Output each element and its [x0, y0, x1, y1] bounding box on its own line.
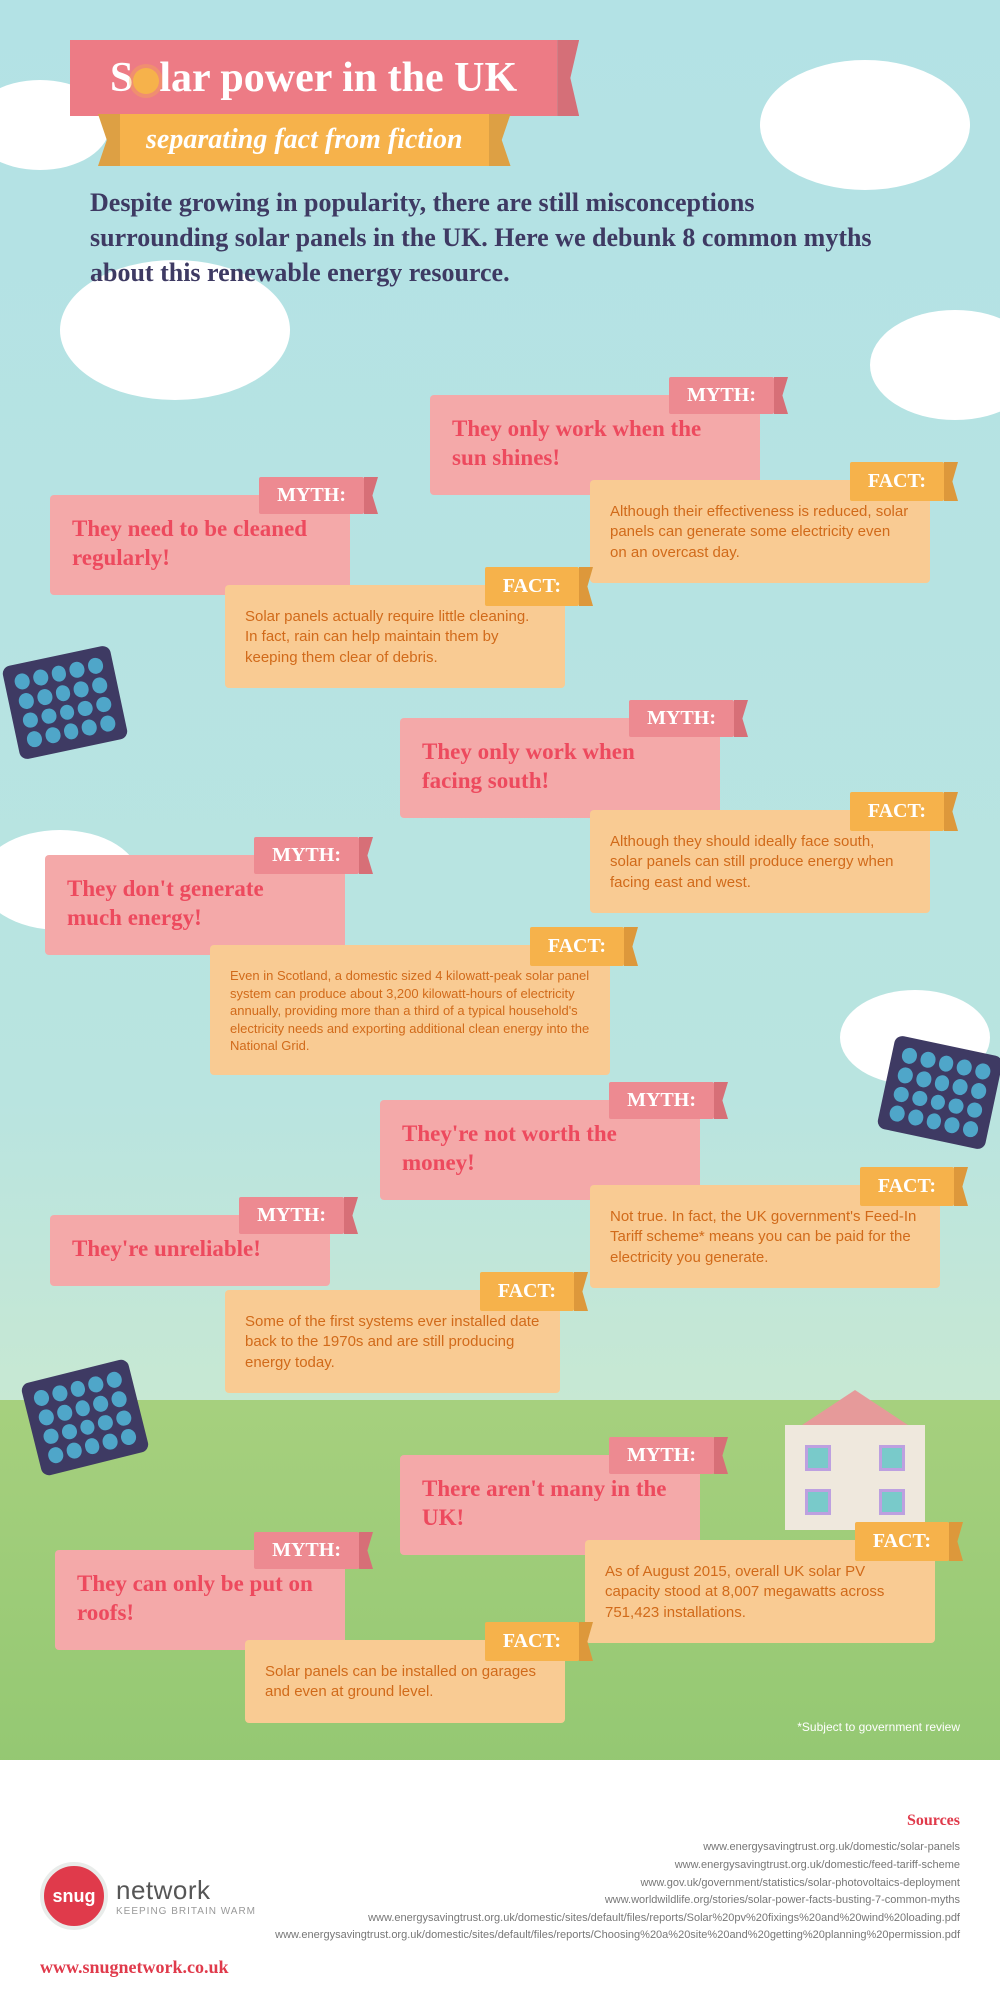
myth-block: MYTH: They need to be cleaned regularly! [50, 495, 350, 595]
fact-block: FACT: Solar panels actually require litt… [225, 585, 565, 688]
logo-badge: snug [40, 1862, 108, 1930]
fact-text: Although they should ideally face south,… [610, 832, 910, 893]
source-line: www.energysavingtrust.org.uk/domestic/si… [275, 1910, 960, 1928]
brand-logo: snug network KEEPING BRITAIN WARM [40, 1862, 256, 1930]
myth-text: They're not worth the money! [402, 1120, 678, 1178]
fact-block: FACT: Although their effectiveness is re… [590, 480, 930, 583]
source-line: www.worldwildlife.org/stories/solar-powe… [275, 1892, 960, 1910]
fact-label: FACT: [480, 1272, 574, 1311]
infographic: Slar power in the UK separating fact fro… [0, 0, 1000, 2000]
myth-text: They don't generate much energy! [67, 875, 323, 933]
source-line: www.energysavingtrust.org.uk/domestic/so… [275, 1839, 960, 1857]
subtitle-ribbon: separating fact from fiction [120, 114, 489, 166]
fact-label: FACT: [485, 567, 579, 606]
myth-label: MYTH: [669, 377, 774, 414]
myth-block: MYTH: They're unreliable! [50, 1215, 330, 1286]
myth-text: They need to be cleaned regularly! [72, 515, 328, 573]
fact-text: Even in Scotland, a domestic sized 4 kil… [230, 967, 590, 1055]
myth-label: MYTH: [254, 837, 359, 874]
fact-text: Solar panels actually require little cle… [245, 607, 545, 668]
logo-text: network [116, 1875, 211, 1905]
myth-text: They only work when facing south! [422, 738, 698, 796]
intro-text: Despite growing in popularity, there are… [90, 185, 880, 290]
fact-block: FACT: As of August 2015, overall UK sola… [585, 1540, 935, 1643]
logo-tagline: KEEPING BRITAIN WARM [116, 1906, 256, 1917]
fact-block: FACT: Although they should ideally face … [590, 810, 930, 913]
myth-block: MYTH: They only work when facing south! [400, 718, 720, 818]
fact-label: FACT: [850, 792, 944, 831]
myth-text: They're unreliable! [72, 1235, 308, 1264]
cloud-decoration [760, 60, 970, 190]
panel-cells [888, 1046, 992, 1138]
title-pre: S [110, 55, 133, 101]
myth-label: MYTH: [629, 700, 734, 737]
myth-text: They can only be put on roofs! [77, 1570, 323, 1628]
sources-header: Sources [275, 1808, 960, 1834]
fact-text: Some of the first systems ever installed… [245, 1312, 540, 1373]
source-line: www.energysavingtrust.org.uk/domestic/si… [275, 1927, 960, 1945]
fact-block: FACT: Solar panels can be installed on g… [245, 1640, 565, 1723]
title-ribbon: Slar power in the UK [70, 40, 557, 116]
source-line: www.energysavingtrust.org.uk/domestic/fe… [275, 1857, 960, 1875]
myth-block: MYTH: They don't generate much energy! [45, 855, 345, 955]
fact-label: FACT: [485, 1622, 579, 1661]
fact-text: Not true. In fact, the UK government's F… [610, 1207, 920, 1268]
fact-block: FACT: Some of the first systems ever ins… [225, 1290, 560, 1393]
fact-block: FACT: Not true. In fact, the UK governme… [590, 1185, 940, 1288]
source-line: www.gov.uk/government/statistics/solar-p… [275, 1875, 960, 1893]
myth-text: There aren't many in the UK! [422, 1475, 678, 1533]
sun-icon [133, 68, 159, 94]
sources: Sources www.energysavingtrust.org.uk/dom… [275, 1808, 960, 1945]
fact-label: FACT: [855, 1522, 949, 1561]
myth-text: They only work when the sun shines! [452, 415, 738, 473]
title-post: lar power in the UK [159, 55, 517, 101]
myth-label: MYTH: [609, 1437, 714, 1474]
myth-label: MYTH: [609, 1082, 714, 1119]
panel-cells [13, 656, 117, 748]
myth-label: MYTH: [254, 1532, 359, 1569]
panel-cells [32, 1370, 137, 1465]
house-icon [770, 1370, 940, 1530]
myth-label: MYTH: [259, 477, 364, 514]
fact-label: FACT: [850, 462, 944, 501]
fact-text: Although their effectiveness is reduced,… [610, 502, 910, 563]
myth-block: MYTH: They can only be put on roofs! [55, 1550, 345, 1650]
fact-block: FACT: Even in Scotland, a domestic sized… [210, 945, 610, 1075]
fact-label: FACT: [860, 1167, 954, 1206]
myth-label: MYTH: [239, 1197, 344, 1234]
footnote: *Subject to government review [797, 1720, 960, 1734]
fact-text: As of August 2015, overall UK solar PV c… [605, 1562, 915, 1623]
fact-text: Solar panels can be installed on garages… [265, 1662, 545, 1703]
brand-url: www.snugnetwork.co.uk [40, 1957, 229, 1978]
fact-label: FACT: [530, 927, 624, 966]
